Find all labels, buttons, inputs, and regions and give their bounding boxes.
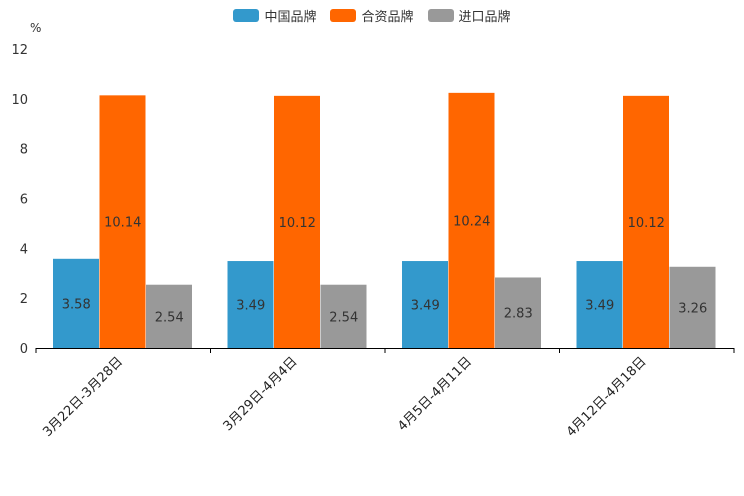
- x-category-label: 4月5日-4月11日: [395, 354, 475, 434]
- legend: 中国品牌 合资品牌 进口品牌: [0, 6, 744, 25]
- legend-label-import-brand: 进口品牌: [458, 10, 511, 25]
- y-tick-label: 4: [20, 242, 28, 257]
- legend-item-import-brand[interactable]: 进口品牌: [427, 6, 511, 25]
- bar-value-label: 10.12: [279, 216, 316, 231]
- bar-value-label: 3.49: [585, 299, 614, 314]
- bar-value-label: 10.24: [453, 214, 490, 229]
- y-tick-label: 0: [20, 342, 28, 357]
- y-tick-label: 8: [20, 143, 28, 158]
- bar-value-label: 3.49: [411, 299, 440, 314]
- y-tick-label: 12: [11, 43, 28, 58]
- legend-label-joint-venture-brand: 合资品牌: [361, 10, 414, 25]
- bar-value-label: 10.14: [104, 216, 141, 231]
- legend-swatch-joint-venture-brand: [330, 9, 357, 22]
- bar: [448, 92, 495, 348]
- y-tick-label: 2: [20, 292, 28, 307]
- bar-value-label: 2.54: [155, 310, 184, 325]
- y-axis-unit-label: %: [30, 21, 42, 35]
- bar-value-label: 3.26: [678, 301, 707, 316]
- x-category-label: 3月22日-3月28日: [40, 354, 126, 440]
- bar: [576, 261, 623, 348]
- bar: [495, 277, 541, 348]
- bar: [227, 261, 274, 348]
- y-tick-label: 6: [20, 193, 28, 208]
- bar: [99, 95, 146, 348]
- legend-swatch-china-brand: [233, 9, 260, 22]
- bar: [402, 261, 448, 348]
- y-tick-label: 10: [11, 93, 28, 108]
- bar: [146, 284, 192, 348]
- x-category-label: 3月29日-4月4日: [221, 354, 301, 434]
- legend-item-joint-venture-brand[interactable]: 合资品牌: [330, 6, 414, 25]
- bar: [320, 284, 367, 348]
- bar: [623, 95, 669, 349]
- legend-label-china-brand: 中国品牌: [264, 10, 317, 25]
- bar-value-label: 2.83: [504, 307, 533, 322]
- legend-item-china-brand[interactable]: 中国品牌: [233, 6, 316, 25]
- bar-value-label: 10.12: [628, 216, 665, 231]
- legend-swatch-import-brand: [427, 9, 454, 22]
- x-category-label: 4月12日-4月18日: [564, 354, 650, 440]
- bar: [274, 95, 320, 349]
- bar-value-label: 3.49: [236, 299, 265, 314]
- bar-value-label: 2.54: [329, 310, 358, 325]
- bar: [53, 258, 99, 348]
- bar: [669, 266, 716, 348]
- bar-value-label: 3.58: [62, 297, 91, 312]
